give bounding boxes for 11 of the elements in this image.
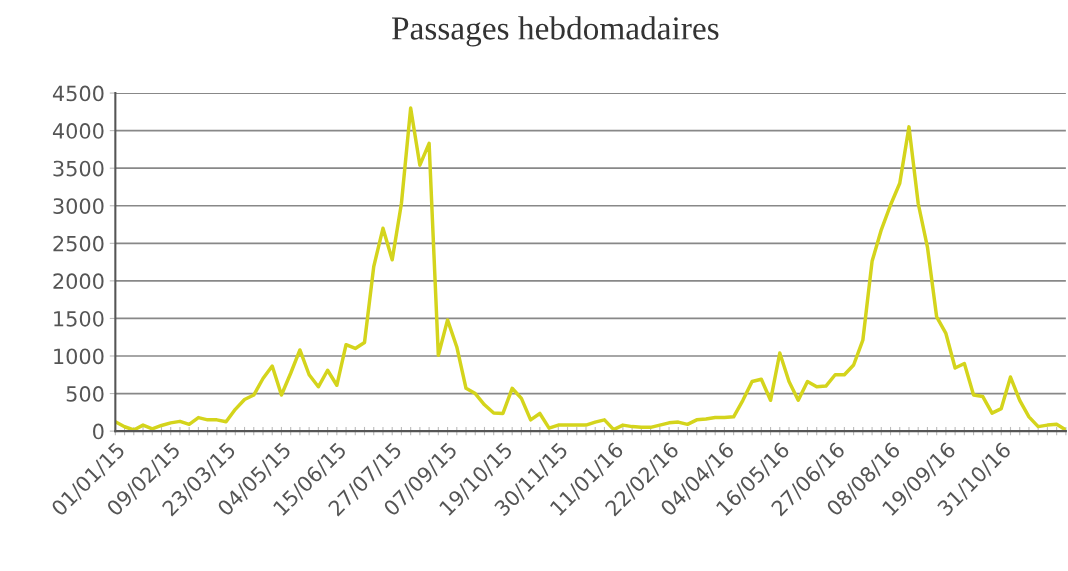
y-tick-label: 1000 [54, 348, 104, 365]
y-tick-label: 1500 [54, 310, 104, 327]
y-tick-label: 4500 [52, 85, 104, 102]
y-tick-label: 500 [66, 386, 104, 402]
y-tick-label: 2000 [53, 273, 104, 290]
y-tick-label: 0 [93, 423, 104, 440]
y-tick-label: 3500 [53, 160, 104, 177]
chart-title: Passages hebdomadaires [392, 16, 719, 47]
y-tick-label: 2500 [53, 235, 104, 252]
y-tick-label: 4000 [52, 123, 104, 139]
y-tick-label: 3000 [53, 198, 104, 214]
